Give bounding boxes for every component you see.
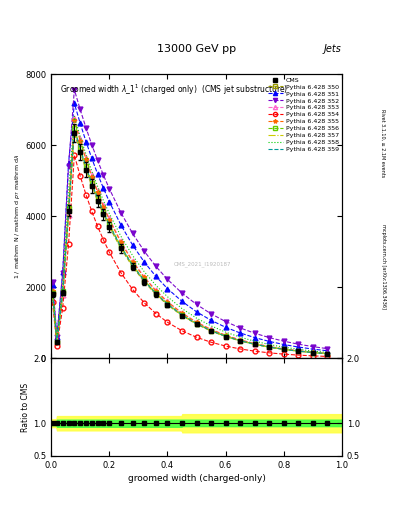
Y-axis label: Ratio to CMS: Ratio to CMS bbox=[21, 382, 30, 432]
X-axis label: groomed width (charged-only): groomed width (charged-only) bbox=[128, 474, 265, 483]
Text: CMS_2021_I1920187: CMS_2021_I1920187 bbox=[174, 262, 231, 267]
Legend: CMS, Pythia 6.428 350, Pythia 6.428 351, Pythia 6.428 352, Pythia 6.428 353, Pyt: CMS, Pythia 6.428 350, Pythia 6.428 351,… bbox=[265, 75, 341, 155]
Text: Rivet 3.1.10, ≥ 2.1M events: Rivet 3.1.10, ≥ 2.1M events bbox=[381, 109, 386, 178]
Text: mcplots.cern.ch [arXiv:1306.3436]: mcplots.cern.ch [arXiv:1306.3436] bbox=[381, 224, 386, 309]
Text: 13000 GeV pp: 13000 GeV pp bbox=[157, 44, 236, 54]
Text: Jets: Jets bbox=[324, 44, 342, 54]
Text: Groomed width $\lambda\_1^1$ (charged only)  (CMS jet substructure): Groomed width $\lambda\_1^1$ (charged on… bbox=[60, 83, 288, 97]
Y-axis label: 1 / mathrm N / mathrm d $p_T$ mathrm d$\lambda$: 1 / mathrm N / mathrm d $p_T$ mathrm d$\… bbox=[13, 154, 22, 279]
